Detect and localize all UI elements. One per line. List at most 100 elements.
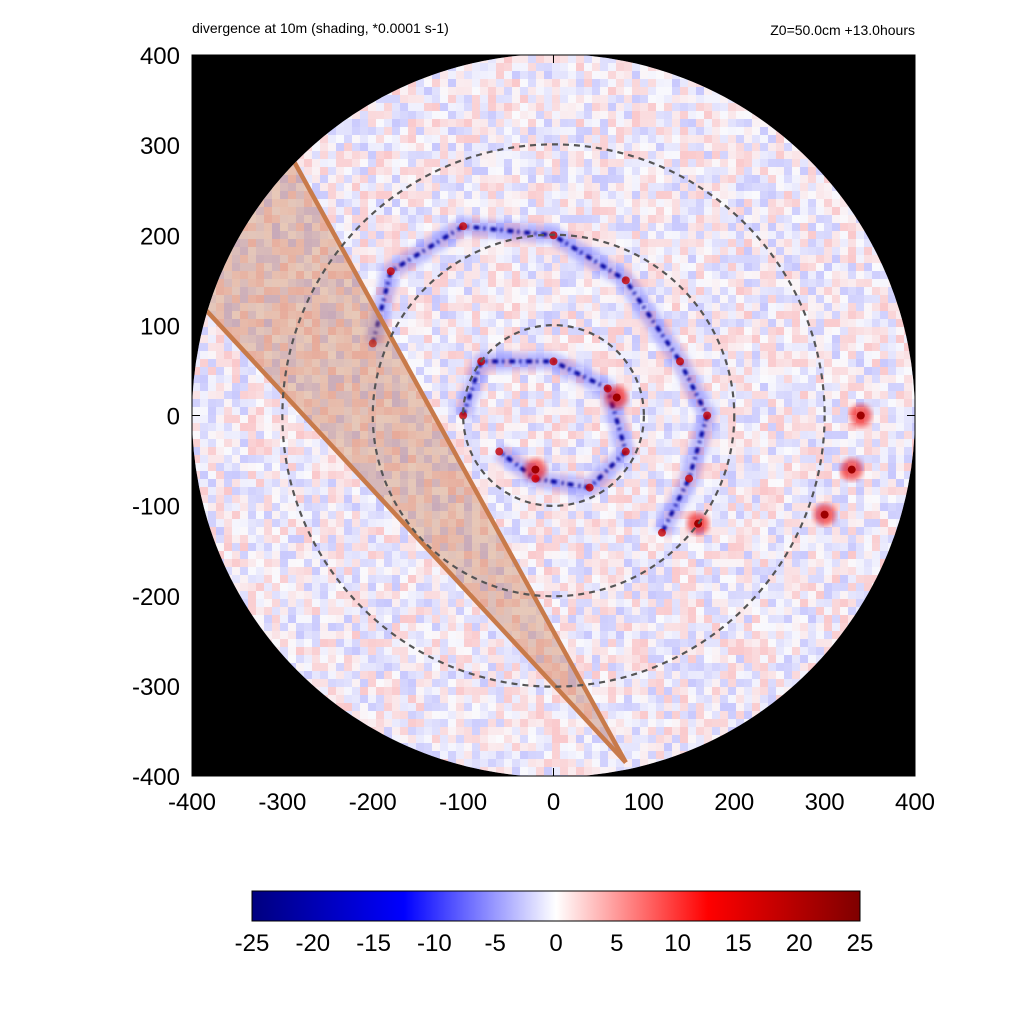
field-cell — [848, 367, 856, 375]
field-cell — [528, 543, 536, 551]
field-cell — [576, 511, 584, 519]
field-cell — [776, 511, 784, 519]
field-cell — [208, 399, 216, 407]
field-cell — [896, 479, 904, 487]
field-cell — [384, 151, 392, 159]
field-cell — [320, 359, 328, 367]
field-cell — [648, 335, 656, 343]
field-cell — [576, 455, 584, 463]
field-cell — [344, 375, 352, 383]
field-cell — [784, 407, 792, 415]
field-cell — [544, 543, 552, 551]
field-cell — [864, 455, 872, 463]
field-cell — [344, 215, 352, 223]
field-cell — [280, 479, 288, 487]
field-cell — [840, 351, 848, 359]
field-cell — [744, 511, 752, 519]
field-cell — [248, 407, 256, 415]
field-cell — [448, 175, 456, 183]
field-cell — [648, 559, 656, 567]
field-cell — [520, 247, 528, 255]
field-cell — [256, 495, 264, 503]
field-cell — [240, 335, 248, 343]
field-cell — [816, 407, 824, 415]
field-cell — [328, 415, 336, 423]
field-cell — [280, 183, 288, 191]
field-cell — [880, 431, 888, 439]
field-cell — [520, 119, 528, 127]
field-cell — [624, 63, 632, 71]
field-cell — [336, 343, 344, 351]
field-cell — [328, 159, 336, 167]
field-cell — [480, 87, 488, 95]
field-cell — [648, 127, 656, 135]
field-cell — [816, 319, 824, 327]
field-cell — [528, 439, 536, 447]
field-cell — [632, 311, 640, 319]
field-cell — [664, 479, 672, 487]
field-cell — [408, 303, 416, 311]
field-cell — [472, 127, 480, 135]
field-cell — [488, 535, 496, 543]
field-cell — [592, 231, 600, 239]
field-cell — [344, 239, 352, 247]
field-cell — [480, 519, 488, 527]
field-cell — [784, 327, 792, 335]
field-cell — [664, 559, 672, 567]
field-cell — [840, 527, 848, 535]
field-cell — [872, 559, 880, 567]
field-cell — [672, 447, 680, 455]
field-cell — [824, 439, 832, 447]
field-cell — [328, 319, 336, 327]
field-cell — [912, 383, 915, 391]
field-cell — [600, 295, 608, 303]
field-cell — [480, 455, 488, 463]
field-cell — [592, 399, 600, 407]
field-cell — [248, 463, 256, 471]
field-cell — [896, 319, 904, 327]
field-cell — [408, 359, 416, 367]
field-cell — [296, 551, 304, 559]
field-cell — [208, 319, 216, 327]
field-cell — [480, 495, 488, 503]
field-cell — [464, 319, 472, 327]
field-cell — [200, 423, 208, 431]
field-cell — [368, 527, 376, 535]
field-cell — [744, 391, 752, 399]
field-cell — [464, 487, 472, 495]
field-cell — [320, 175, 328, 183]
field-cell — [400, 479, 408, 487]
field-cell — [720, 479, 728, 487]
field-cell — [424, 327, 432, 335]
field-cell — [864, 239, 872, 247]
field-cell — [472, 111, 480, 119]
field-cell — [448, 407, 456, 415]
field-cell — [264, 551, 272, 559]
field-cell — [696, 215, 704, 223]
field-cell — [360, 511, 368, 519]
field-cell — [728, 191, 736, 199]
field-cell — [264, 367, 272, 375]
field-cell — [272, 239, 280, 247]
field-cell — [248, 447, 256, 455]
field-cell — [608, 63, 616, 71]
field-cell — [400, 191, 408, 199]
field-cell — [528, 247, 536, 255]
field-cell — [544, 439, 552, 447]
field-cell — [368, 455, 376, 463]
field-cell — [680, 399, 688, 407]
field-cell — [680, 183, 688, 191]
field-cell — [352, 167, 360, 175]
field-cell — [624, 143, 632, 151]
field-cell — [352, 367, 360, 375]
field-cell — [192, 463, 200, 471]
field-cell — [720, 127, 728, 135]
field-cell — [272, 215, 280, 223]
field-cell — [264, 399, 272, 407]
field-cell — [496, 423, 504, 431]
field-cell — [288, 303, 296, 311]
field-cell — [312, 511, 320, 519]
field-cell — [248, 327, 256, 335]
field-cell — [776, 535, 784, 543]
field-cell — [616, 519, 624, 527]
